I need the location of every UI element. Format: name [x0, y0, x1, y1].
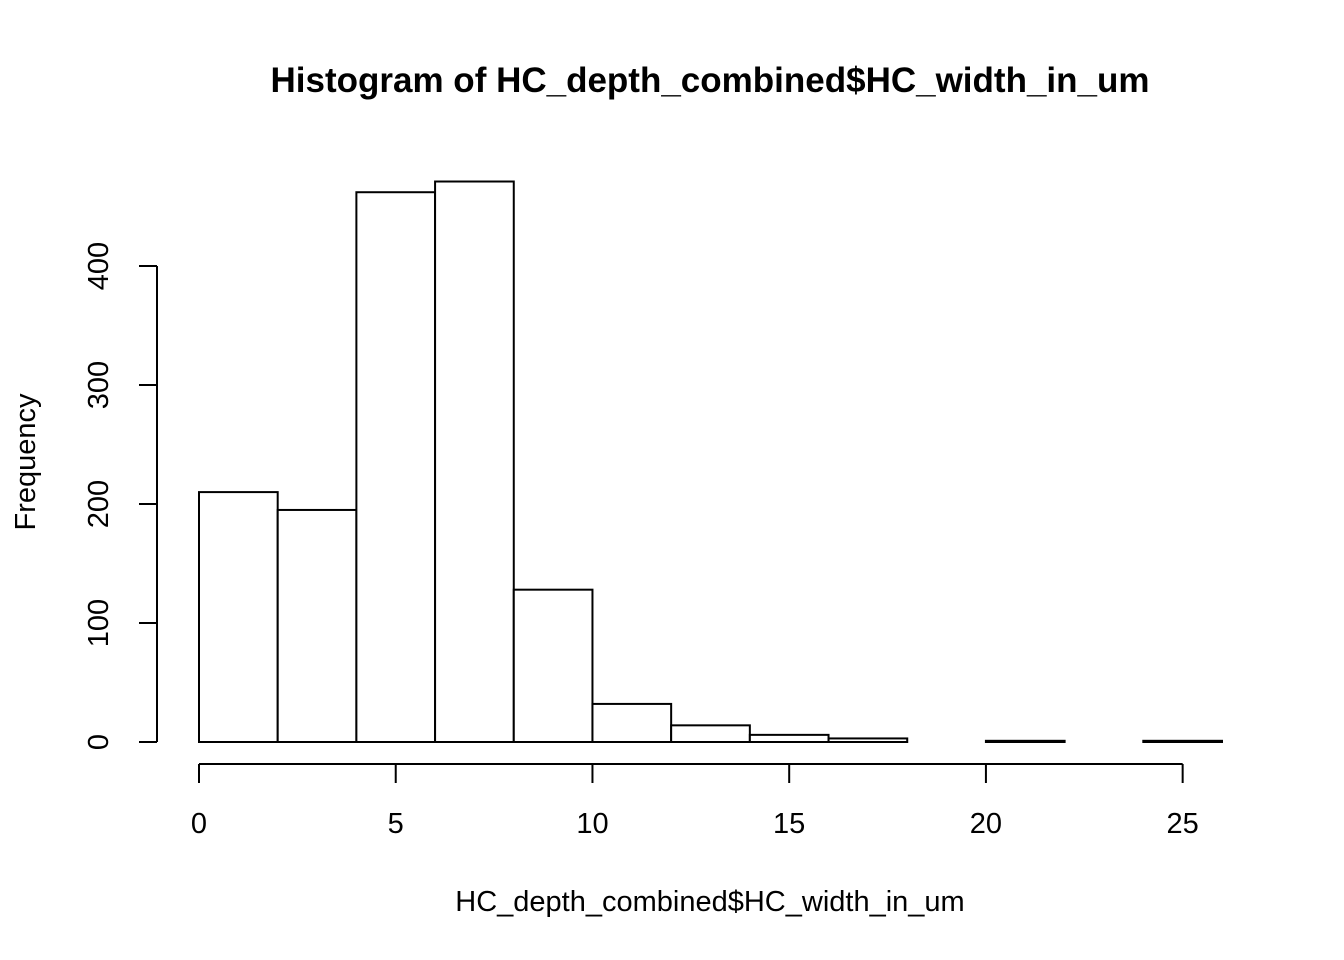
y-axis-title: Frequency — [10, 393, 42, 531]
x-tick-label: 5 — [388, 808, 404, 840]
histogram-bar — [434, 180, 515, 743]
histogram-bar — [591, 702, 673, 743]
x-axis: 0 5 10 15 20 25 — [191, 763, 1199, 840]
y-tick-label: 0 — [83, 734, 115, 750]
histogram-bar — [355, 191, 437, 744]
y-tick-label: 200 — [83, 480, 115, 528]
x-axis-title: HC_depth_combined$HC_width_in_um — [455, 886, 964, 918]
chart-title: Histogram of HC_depth_combined$HC_width_… — [271, 61, 1150, 100]
histogram-bar — [827, 737, 909, 743]
histogram-bar — [1142, 739, 1224, 743]
y-axis: 0 100 200 300 400 — [83, 242, 158, 750]
x-tick-label: 25 — [1167, 808, 1199, 840]
x-tick-label: 0 — [191, 808, 207, 840]
y-tick-label: 300 — [83, 361, 115, 409]
y-tick-label: 100 — [83, 599, 115, 647]
histogram-bar — [670, 724, 751, 744]
histogram-bar — [748, 733, 830, 743]
x-tick-label: 15 — [773, 808, 805, 840]
bars-group — [198, 180, 1224, 744]
x-tick-label: 20 — [970, 808, 1002, 840]
histogram-bar — [512, 588, 594, 743]
histogram-bar — [984, 739, 1066, 743]
histogram-bar — [198, 491, 279, 743]
x-tick-label: 10 — [576, 808, 608, 840]
y-tick-label: 400 — [83, 242, 115, 290]
histogram-bar — [276, 508, 358, 744]
